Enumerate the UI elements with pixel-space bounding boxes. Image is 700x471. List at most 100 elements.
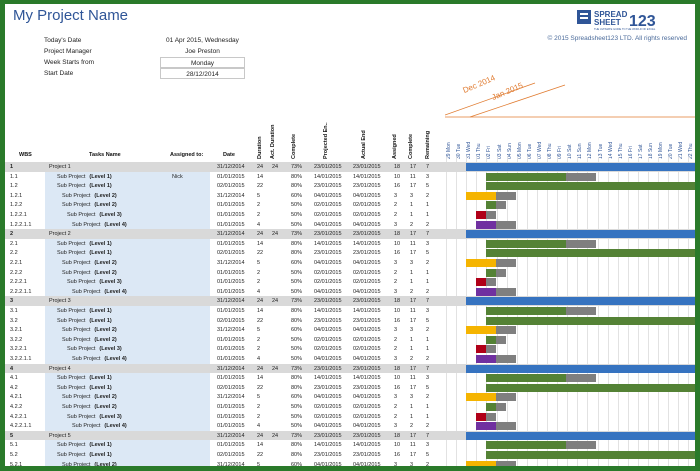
remaining-cell[interactable]: 7 xyxy=(426,365,430,372)
date-cell[interactable]: 01/01/2015 xyxy=(217,413,245,420)
gantt-bar[interactable] xyxy=(636,316,695,325)
task-name-cell[interactable]: Sub Project xyxy=(62,202,91,209)
assigned-count-cell[interactable]: 18 xyxy=(394,365,401,372)
remaining-cell[interactable]: 1 xyxy=(426,346,430,353)
remaining-cell[interactable]: 7 xyxy=(426,164,430,170)
task-row[interactable]: 2.2.2 Sub Project (Level 2) 01/01/2015 2 50%… xyxy=(5,267,695,278)
col-header-actual-end[interactable]: Actual End xyxy=(361,130,367,159)
gantt-bar[interactable] xyxy=(566,239,596,248)
gantt-bar[interactable] xyxy=(466,230,616,239)
date-cell[interactable]: 31/12/2014 xyxy=(217,260,245,266)
task-name-cell[interactable]: Sub Project xyxy=(72,221,101,228)
task-row[interactable]: 2.2 Sub Project (Level 1) 02/01/2015 22 80% 2… xyxy=(5,248,695,258)
task-name-cell[interactable]: Sub Project xyxy=(72,423,101,430)
task-name-cell[interactable]: Sub Project xyxy=(67,346,96,353)
task-row[interactable]: 5.1 Sub Project (Level 1) 01/01/2015 14 80% 1… xyxy=(5,440,695,450)
actual-end-cell[interactable]: 02/01/2015 xyxy=(353,212,381,218)
gantt-bar[interactable] xyxy=(476,287,496,296)
date-cell[interactable]: 01/01/2015 xyxy=(217,221,245,228)
remaining-cell[interactable]: 2 xyxy=(426,394,430,401)
complete-pct-cell[interactable]: 60% xyxy=(291,394,303,401)
complete-count-cell[interactable]: 1 xyxy=(410,413,414,420)
task-row[interactable]: 4.1 Sub Project (Level 1) 01/01/2015 14 80% 1… xyxy=(5,373,695,383)
projected-end-cell[interactable]: 23/01/2015 xyxy=(314,183,342,190)
task-row[interactable]: 5 Project 5 31/12/2014 24 24 73% 23/01/2015 23/… xyxy=(5,430,695,441)
gantt-bar[interactable] xyxy=(486,374,566,383)
assigned-count-cell[interactable]: 16 xyxy=(394,452,401,458)
complete-pct-cell[interactable]: 73% xyxy=(291,231,303,238)
remaining-cell[interactable]: 2 xyxy=(426,327,430,334)
date-cell[interactable]: 31/12/2014 xyxy=(217,298,245,305)
assigned-count-cell[interactable]: 2 xyxy=(394,336,398,343)
task-row[interactable]: 5.2 Sub Project (Level 1) 02/01/2015 22 80% 2… xyxy=(5,450,695,460)
complete-count-cell[interactable]: 1 xyxy=(410,346,414,353)
remaining-cell[interactable]: 3 xyxy=(426,240,430,247)
date-cell[interactable]: 31/12/2014 xyxy=(217,432,245,439)
complete-pct-cell[interactable]: 80% xyxy=(291,173,303,180)
task-name-cell[interactable]: Sub Project xyxy=(62,269,91,276)
actual-end-cell[interactable]: 14/01/2015 xyxy=(353,173,381,180)
task-row[interactable]: 1.2.2.1.1 Sub Project (Level 4) 01/01/2015… xyxy=(5,219,695,230)
actual-end-cell[interactable]: 14/01/2015 xyxy=(353,240,381,247)
remaining-cell[interactable]: 1 xyxy=(426,404,430,410)
wbs-cell[interactable]: 1 xyxy=(10,164,14,170)
complete-pct-cell[interactable]: 50% xyxy=(291,221,303,228)
assigned-count-cell[interactable]: 16 xyxy=(394,250,401,257)
date-cell[interactable]: 31/12/2014 xyxy=(217,394,245,401)
task-row[interactable]: 1.2 Sub Project (Level 1) 02/01/2015 22 80% 2… xyxy=(5,181,695,191)
date-cell[interactable]: 01/01/2015 xyxy=(217,356,245,362)
gantt-bar[interactable] xyxy=(466,259,496,267)
wbs-cell[interactable]: 2.2.2.1.1 xyxy=(10,288,32,295)
assigned-count-cell[interactable]: 2 xyxy=(394,202,398,209)
projected-end-cell[interactable]: 04/01/2015 xyxy=(314,327,342,334)
gantt-bar[interactable] xyxy=(486,307,566,315)
gantt-bar[interactable] xyxy=(466,460,496,466)
task-row[interactable]: 3 Project 3 31/12/2014 24 24 73% 23/01/2015 23/… xyxy=(5,296,695,306)
complete-pct-cell[interactable]: 80% xyxy=(291,452,303,458)
projected-end-cell[interactable]: 23/01/2015 xyxy=(314,432,342,439)
projected-end-cell[interactable]: 23/01/2015 xyxy=(314,384,342,391)
task-row[interactable]: 2.2.2.1 Sub Project (Level 3) 01/01/2015 2 5… xyxy=(5,277,695,287)
complete-count-cell[interactable]: 3 xyxy=(410,461,414,466)
actual-end-cell[interactable]: 04/01/2015 xyxy=(353,423,381,430)
assigned-count-cell[interactable]: 18 xyxy=(394,231,401,238)
complete-count-cell[interactable]: 1 xyxy=(410,202,414,209)
actual-end-cell[interactable]: 02/01/2015 xyxy=(353,404,381,410)
gantt-bar[interactable] xyxy=(616,364,695,373)
date-cell[interactable]: 31/12/2014 xyxy=(217,365,245,372)
date-cell[interactable]: 31/12/2014 xyxy=(217,327,245,334)
task-name-cell[interactable]: Sub Project xyxy=(57,173,86,180)
complete-pct-cell[interactable]: 80% xyxy=(291,240,303,247)
gantt-bar[interactable] xyxy=(496,355,516,363)
duration-cell[interactable]: 22 xyxy=(257,250,264,257)
actual-end-cell[interactable]: 04/01/2015 xyxy=(353,260,381,266)
projected-end-cell[interactable]: 23/01/2015 xyxy=(314,298,342,305)
task-row[interactable]: 2 Project 2 31/12/2014 24 24 73% 23/01/2015 23/… xyxy=(5,229,695,239)
actual-end-cell[interactable]: 04/01/2015 xyxy=(353,327,381,334)
complete-pct-cell[interactable]: 50% xyxy=(291,356,303,362)
remaining-cell[interactable]: 1 xyxy=(426,336,430,343)
projected-end-cell[interactable]: 14/01/2015 xyxy=(314,173,342,180)
duration-cell[interactable]: 22 xyxy=(257,384,264,391)
col-header-tasks[interactable]: Tasks Name xyxy=(89,152,121,158)
remaining-cell[interactable]: 2 xyxy=(426,221,430,228)
projected-end-cell[interactable]: 02/01/2015 xyxy=(314,404,342,410)
complete-count-cell[interactable]: 1 xyxy=(410,404,414,410)
task-row[interactable]: 4.2 Sub Project (Level 1) 02/01/2015 22 80% 2… xyxy=(5,382,695,393)
complete-pct-cell[interactable]: 60% xyxy=(291,192,303,199)
gantt-bar[interactable] xyxy=(476,345,486,354)
assigned-cell[interactable]: Nick xyxy=(172,173,183,180)
projected-end-cell[interactable]: 02/01/2015 xyxy=(314,336,342,343)
duration-cell[interactable]: 2 xyxy=(257,212,261,218)
gantt-bar[interactable] xyxy=(486,335,496,344)
assigned-count-cell[interactable]: 2 xyxy=(394,279,398,286)
actual-end-cell[interactable]: 23/01/2015 xyxy=(353,183,381,190)
complete-pct-cell[interactable]: 80% xyxy=(291,384,303,391)
projected-end-cell[interactable]: 23/01/2015 xyxy=(314,317,342,324)
projected-end-cell[interactable]: 04/01/2015 xyxy=(314,288,342,295)
date-cell[interactable]: 01/01/2015 xyxy=(217,269,245,276)
task-name-cell[interactable]: Sub Project xyxy=(62,336,91,343)
col-header-complete-pct[interactable]: Complete xyxy=(291,133,297,159)
assigned-count-cell[interactable]: 3 xyxy=(394,327,398,334)
complete-count-cell[interactable]: 1 xyxy=(410,279,414,286)
